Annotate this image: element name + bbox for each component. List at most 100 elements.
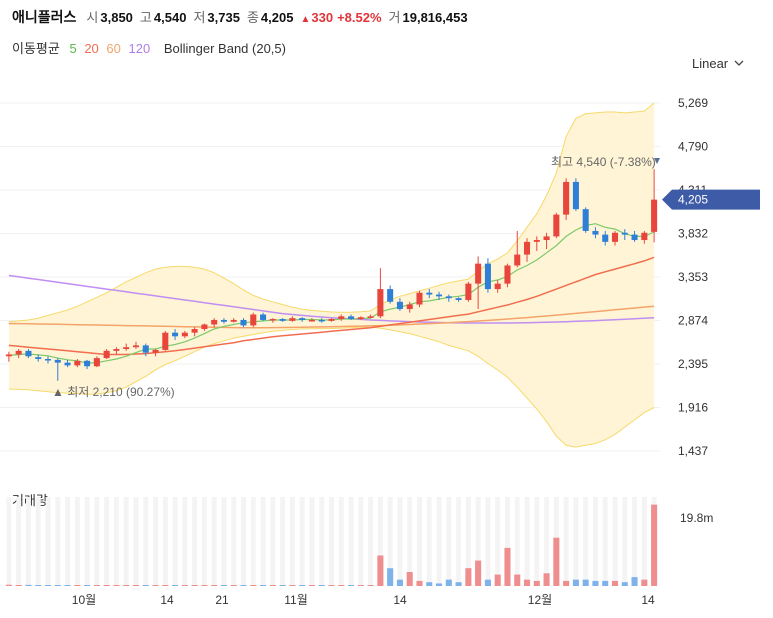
volume-bar [445,579,452,586]
volume-bar [348,585,355,586]
volume-bar [5,584,12,586]
candle-body [152,349,159,353]
max-price-annotation: 최고 4,540 (-7.38%) [551,155,656,169]
y-tick-label: 1,437 [678,444,708,458]
volume-bar [553,537,560,586]
change-value: 330 [311,10,334,25]
candle-body [113,349,120,351]
candle-body [250,314,257,326]
volume-bar [328,585,335,586]
volume-bar [377,555,384,586]
candle-body [25,350,32,357]
candle-body [611,232,619,242]
candle-body [162,332,169,350]
volume-bar [230,585,237,586]
candle-body [641,232,648,241]
up-triangle-icon: ▲ [300,14,311,25]
indicator-legend[interactable]: 이동평균 5 20 60 120 Bollinger Band (20,5) [12,38,292,57]
candle-body [338,316,345,320]
volume-bar [504,547,511,586]
candle-body [582,209,589,231]
candle-body [416,292,423,305]
open-value: 3,850 [100,10,133,25]
volume-bar [572,579,579,586]
volume-bar [543,573,550,586]
volume-bar [113,585,120,586]
candle-body [172,332,179,337]
candle-body [74,360,81,366]
volume-bar [15,584,22,586]
candle-body [84,360,91,367]
candle-body [308,319,315,322]
scale-selector[interactable]: Linear [692,56,744,71]
high-label: 고 [139,10,152,25]
candle-body [191,329,198,333]
volume-bar [406,572,413,586]
candle-body [426,292,433,295]
ma60-legend[interactable]: 60 [106,41,121,56]
candle-body [631,234,638,241]
x-tick-label: 14 [641,593,655,607]
volume-bar [396,579,403,586]
volume-bar [74,585,81,586]
candle-body [123,347,130,350]
volume-bar [54,585,61,586]
bollinger-legend[interactable]: Bollinger Band (20,5) [163,41,286,56]
candle-body [572,181,579,210]
candle-body [64,362,71,366]
volume-bar [269,585,276,586]
volume-bar [338,585,345,586]
x-tick-label: 12월 [528,593,552,607]
x-tick-label: 11월 [284,593,308,607]
volume-bar [152,585,159,586]
y-tick-label: 3,353 [678,270,708,284]
candle-body [269,319,276,321]
volume-value: 19,816,453 [402,10,468,25]
low-value: 3,735 [207,10,240,25]
volume-bar [367,585,374,586]
candle-body [5,354,12,357]
candle-body [357,317,364,320]
bollinger-lower-line [8,326,655,448]
x-tick-label: 14 [393,593,407,607]
volume-bar [426,582,433,586]
candle-body [475,263,482,284]
candle-body [436,294,443,297]
candle-body [651,199,658,232]
change-percent: +8.52% [337,10,382,25]
ma20-legend[interactable]: 20 [84,41,99,56]
ma5-legend[interactable]: 5 [69,41,77,56]
volume-bar [44,585,52,586]
volume-bar [132,585,140,586]
x-tick-label: 14 [160,593,174,607]
candle-body [15,350,22,355]
volume-bar [84,585,91,586]
volume-bar [308,585,315,586]
volume-bar [162,585,169,586]
candle-body [602,234,609,242]
candle-body [240,319,247,326]
volume-bar [279,585,286,586]
candle-body [465,283,472,300]
volume-bar [651,504,658,586]
volume-bar [494,574,501,586]
candle-body [142,345,149,353]
volume-bar [582,579,589,586]
volume-bar [602,580,609,586]
candle-body [103,350,110,359]
candle-body [201,324,208,330]
y-tick-label: 5,269 [678,96,708,110]
current-price-label: 4,205 [678,193,708,207]
open-label: 시 [86,10,99,25]
volume-bar [641,579,648,586]
volume-bar [475,560,482,586]
candle-body [406,304,413,310]
candle-body [523,241,531,255]
candle-body [348,316,355,320]
volume-bar [25,584,32,586]
ma120-legend[interactable]: 120 [128,41,151,56]
volume-bar [260,585,267,586]
candle-body [35,357,42,360]
x-tick-label: 21 [215,593,229,607]
